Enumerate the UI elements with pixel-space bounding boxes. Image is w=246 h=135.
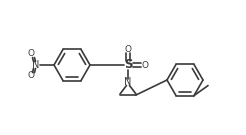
Text: O: O (124, 45, 132, 53)
Text: N: N (32, 60, 40, 70)
Text: O: O (141, 60, 149, 70)
Text: O: O (28, 50, 34, 58)
Text: N: N (124, 77, 132, 87)
Text: O: O (28, 72, 34, 80)
Text: S: S (124, 58, 132, 72)
